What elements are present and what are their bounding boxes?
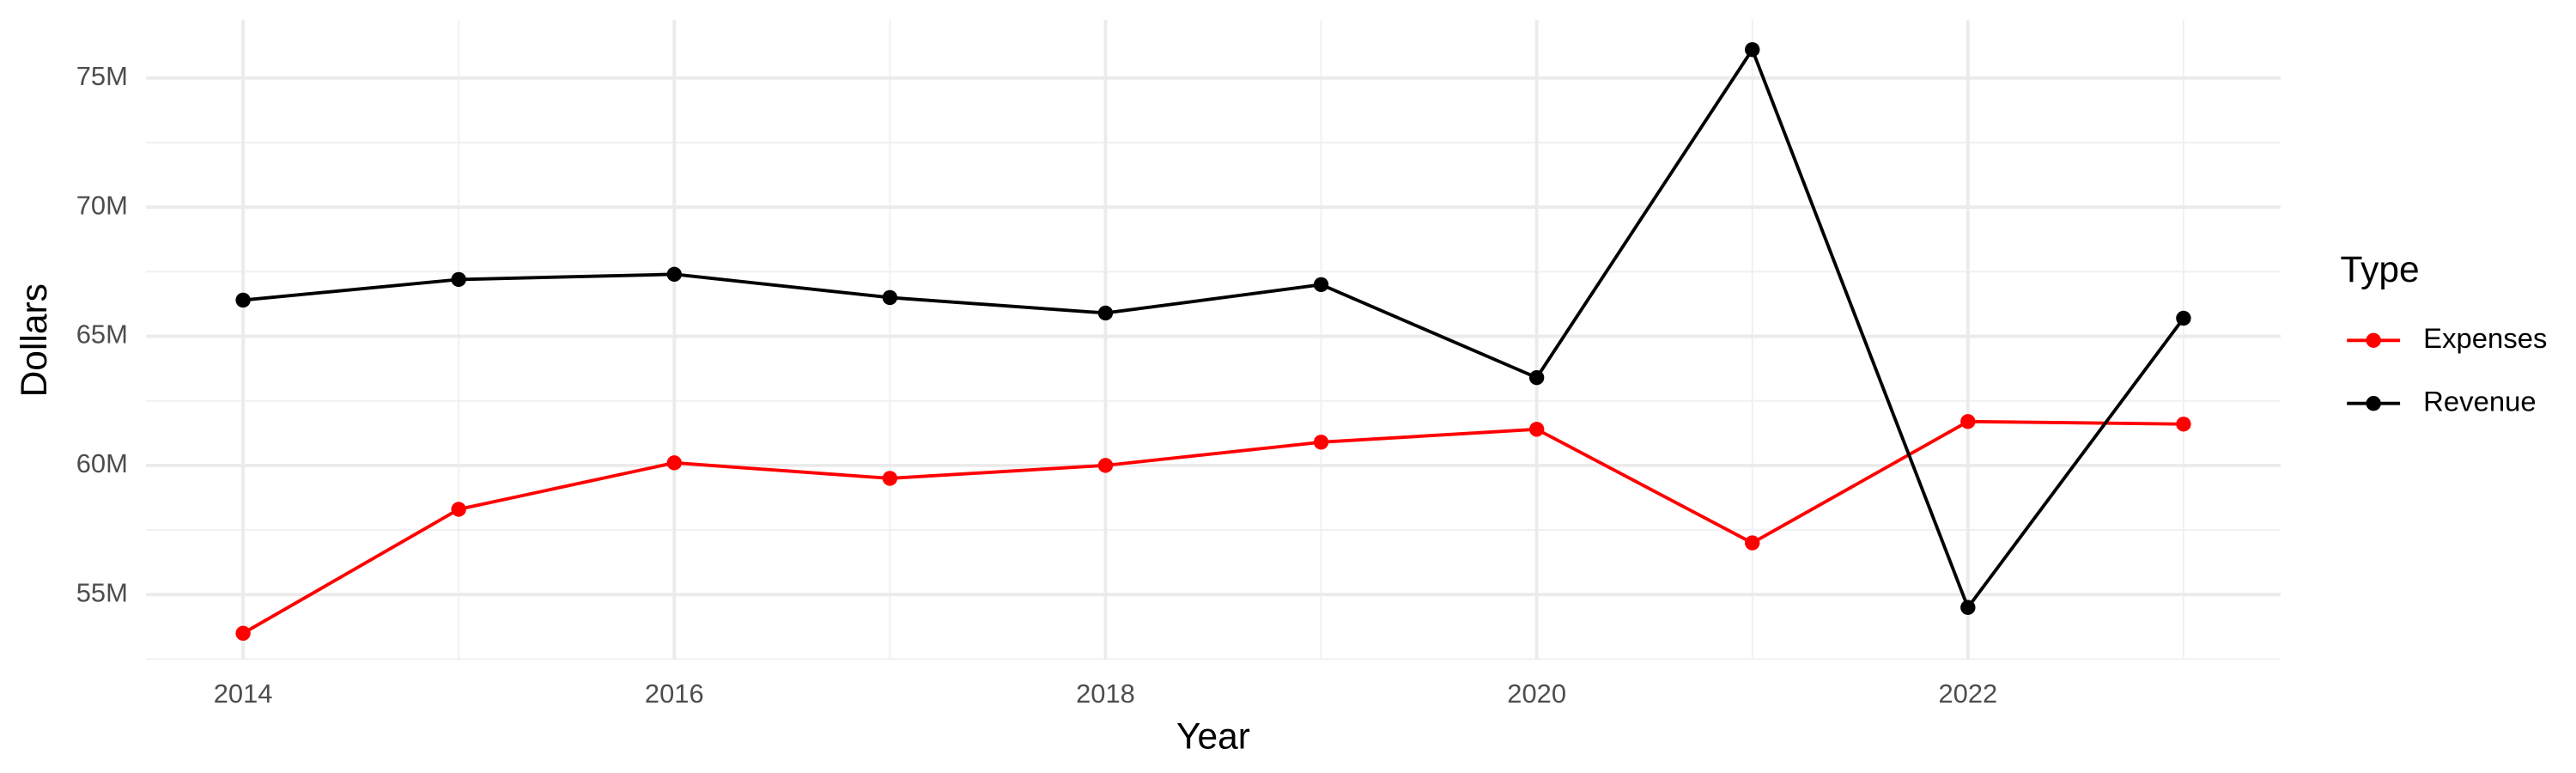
x-tick-label: 2014 [214,679,273,709]
legend-label: Expenses [2423,322,2547,354]
data-point [235,625,251,642]
data-point [1745,42,1760,58]
data-point [1313,277,1329,293]
data-point [451,502,466,517]
legend-title: Type [2341,250,2420,290]
legend-label: Revenue [2423,385,2537,417]
data-point [2176,417,2191,432]
y-tick-label: 55M [76,577,128,607]
data-point [1960,414,1976,429]
y-axis-title: Dollars [15,283,55,397]
y-tick-label: 65M [76,320,128,350]
x-tick-label: 2022 [1938,679,1997,709]
data-point [882,289,898,306]
series-line [242,46,2185,612]
x-axis-title: Year [1176,716,1250,757]
legend-key-point [2366,332,2381,348]
x-tick-label: 2018 [1076,679,1135,709]
y-tick-label: 70M [76,190,128,220]
series-line [242,419,2184,636]
data-point [1313,435,1329,450]
data-point [1097,305,1114,321]
data-point [882,471,898,486]
data-point [2176,310,2191,326]
data-point [1528,369,1545,386]
data-point [666,266,682,283]
data-point [1960,600,1976,615]
data-point [1745,535,1760,551]
data-point [1097,458,1114,473]
data-point [666,455,682,471]
y-tick-label: 75M [76,61,128,91]
x-tick-label: 2020 [1507,679,1566,709]
x-tick-label: 2016 [645,679,704,709]
legend-key-point [2366,396,2381,411]
plot: 55M 60M 65M 70M 75M 2014 2016 2018 2020 2022 Expen… [76,20,2547,709]
data-point [235,292,251,308]
data-point [451,271,466,288]
y-tick-label: 60M [76,448,128,478]
data-point [1528,422,1545,437]
